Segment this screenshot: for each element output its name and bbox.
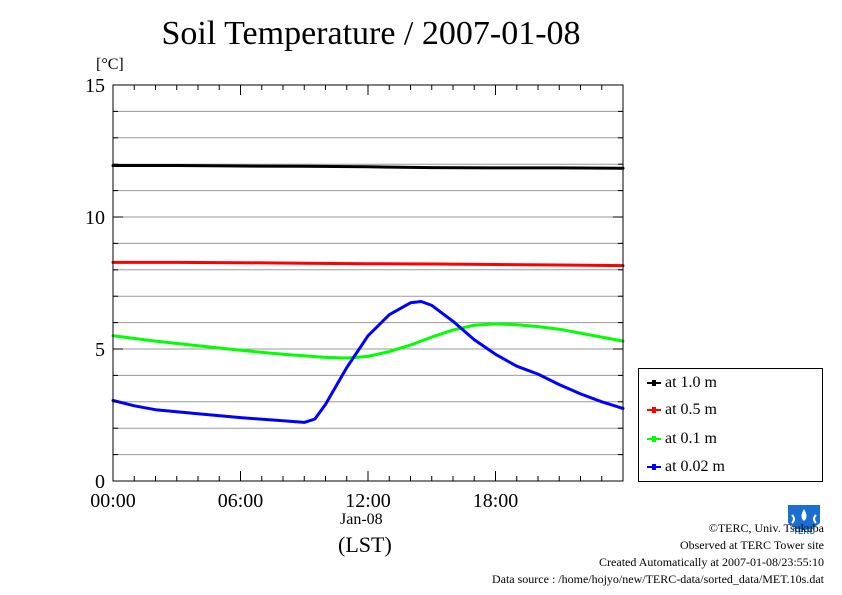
legend-label: at 0.02 m — [665, 458, 725, 475]
created-text: Created Automatically at 2007-01-08/23:5… — [599, 555, 824, 569]
series-line-4 — [111, 300, 625, 424]
y-tick-label: 10 — [85, 207, 105, 229]
legend-item: at 0.5 m — [647, 400, 717, 420]
series-line-1 — [111, 164, 625, 170]
series-line-3 — [111, 322, 625, 360]
x-tick-label: 06:00 — [218, 490, 264, 512]
legend-label: at 1.0 m — [665, 374, 717, 391]
observed-text: Observed at TERC Tower site — [679, 538, 824, 552]
axes: 0 5 10 15 00:00 06:00 12:00 18:00 — [85, 75, 624, 512]
legend-swatch — [647, 380, 661, 386]
legend-swatch — [647, 464, 661, 470]
legend-label: at 0.1 m — [665, 430, 717, 447]
x-tick-label: 12:00 — [345, 490, 391, 512]
series-lines — [111, 164, 625, 424]
grid-lines — [113, 110, 623, 456]
series-line-2 — [111, 260, 625, 268]
legend-item: at 1.0 m — [647, 373, 717, 393]
legend-item: at 0.02 m — [647, 457, 725, 477]
terc-logo-icon: TERC — [788, 505, 820, 536]
plot-area — [112, 84, 624, 482]
y-axis-unit-label: [°C] — [96, 56, 124, 73]
chart-title: Soil Temperature / 2007-01-08 — [161, 15, 581, 52]
x-axis-date-label: Jan-08 — [340, 511, 383, 528]
legend: at 1.0 m at 0.5 m at 0.1 m at 0.02 m — [638, 368, 823, 482]
y-tick-label: 15 — [85, 75, 105, 97]
data-source-text: Data source : /home/hojyo/new/TERC-data/… — [491, 572, 824, 586]
legend-swatch — [647, 407, 661, 413]
y-tick-label: 5 — [95, 339, 105, 361]
legend-item: at 0.1 m — [647, 429, 717, 449]
x-tick-label: 18:00 — [473, 490, 519, 512]
legend-label: at 0.5 m — [665, 401, 717, 418]
copyright-text: ©TERC, Univ. Tsukuba — [708, 521, 824, 535]
x-axis-label: (LST) — [338, 532, 392, 557]
x-tick-label: 00:00 — [90, 490, 136, 512]
logo-text: TERC — [793, 527, 815, 536]
y-tick-label: 0 — [95, 471, 105, 493]
legend-swatch — [647, 436, 661, 442]
